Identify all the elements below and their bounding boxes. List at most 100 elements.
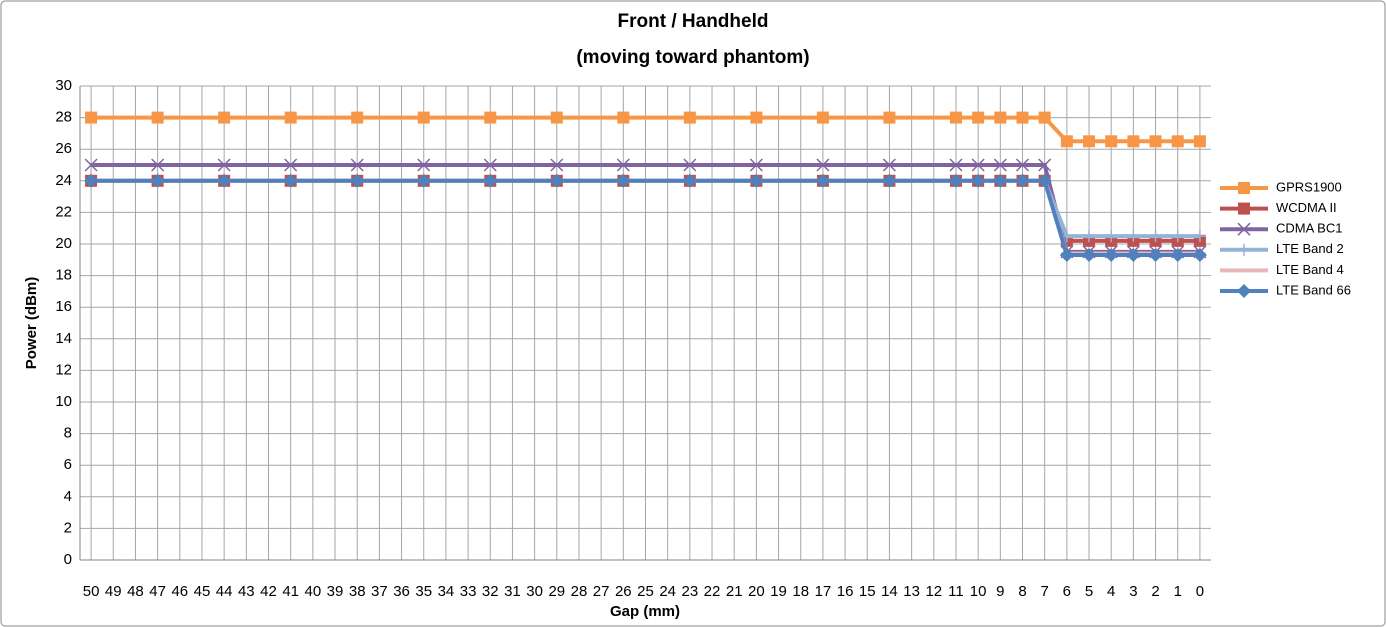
marker — [1015, 173, 1030, 188]
marker — [1170, 248, 1185, 263]
marker — [549, 173, 564, 188]
legend-label: LTE Band 66 — [1276, 282, 1351, 297]
marker — [1082, 248, 1097, 263]
y-tick-label: 8 — [64, 425, 72, 442]
marker — [1060, 135, 1073, 148]
x-tick-label: 31 — [504, 583, 521, 600]
x-tick-label: 38 — [349, 583, 366, 600]
marker — [1127, 135, 1140, 148]
y-tick-label: 24 — [55, 172, 72, 189]
y-tick-label: 18 — [55, 267, 72, 284]
marker — [351, 111, 364, 124]
y-tick-label: 22 — [55, 203, 72, 220]
x-tick-label: 3 — [1129, 583, 1137, 600]
y-tick-label: 6 — [64, 456, 72, 473]
y-tick-label: 10 — [55, 393, 72, 410]
x-tick-label: 0 — [1196, 583, 1204, 600]
x-tick-label: 42 — [260, 583, 277, 600]
x-tick-label: 4 — [1107, 583, 1115, 600]
marker — [1171, 135, 1184, 148]
x-tick-label: 13 — [903, 583, 920, 600]
legend-label: CDMA BC1 — [1276, 221, 1342, 236]
legend-marker — [1238, 202, 1250, 215]
y-tick-label: 20 — [55, 235, 72, 252]
marker — [993, 173, 1008, 188]
marker — [218, 111, 231, 124]
marker — [883, 111, 896, 124]
x-tick-label: 6 — [1063, 583, 1071, 600]
x-tick-label: 1 — [1174, 583, 1182, 600]
x-tick-label: 9 — [996, 583, 1004, 600]
y-tick-label: 16 — [55, 298, 72, 315]
x-tick-label: 28 — [571, 583, 588, 600]
y-axis-title: Power (dBm) — [23, 277, 40, 370]
marker — [1148, 248, 1163, 263]
x-tick-label: 49 — [105, 583, 122, 600]
x-tick-label: 24 — [659, 583, 676, 600]
x-tick-label: 5 — [1085, 583, 1093, 600]
chart-subtitle: (moving toward phantom) — [576, 47, 809, 68]
marker — [1037, 173, 1052, 188]
marker — [416, 173, 431, 188]
marker — [1192, 248, 1207, 263]
x-tick-label: 2 — [1151, 583, 1159, 600]
marker — [1015, 158, 1030, 172]
x-tick-label: 47 — [149, 583, 166, 600]
marker — [483, 158, 497, 172]
x-tick-label: 43 — [238, 583, 255, 600]
marker — [150, 173, 165, 188]
marker — [483, 173, 498, 188]
marker — [350, 173, 365, 188]
marker — [1171, 230, 1184, 243]
marker — [217, 158, 231, 172]
marker — [1149, 230, 1162, 243]
y-tick-label: 26 — [55, 140, 72, 157]
marker — [815, 173, 830, 188]
marker — [151, 111, 164, 124]
legend-marker — [1238, 182, 1250, 194]
marker — [683, 111, 696, 124]
marker — [1149, 135, 1162, 148]
marker — [750, 111, 763, 124]
marker — [217, 173, 232, 188]
x-tick-label: 45 — [194, 583, 211, 600]
x-tick-label: 30 — [526, 583, 543, 600]
x-tick-label: 41 — [282, 583, 299, 600]
x-tick-label: 17 — [815, 583, 832, 600]
x-tick-label: 8 — [1018, 583, 1026, 600]
y-tick-label: 12 — [55, 361, 72, 378]
marker — [1193, 135, 1206, 148]
x-tick-label: 50 — [83, 583, 100, 600]
marker — [1016, 111, 1029, 124]
x-tick-label: 29 — [548, 583, 565, 600]
marker — [994, 111, 1007, 124]
y-tick-label: 4 — [64, 488, 72, 505]
x-tick-label: 44 — [216, 583, 233, 600]
marker — [1104, 248, 1119, 263]
marker — [971, 158, 985, 172]
x-tick-label: 40 — [305, 583, 322, 600]
marker — [84, 173, 99, 188]
marker — [1193, 230, 1206, 243]
x-tick-label: 32 — [482, 583, 499, 600]
x-tick-label: 36 — [393, 583, 410, 600]
x-tick-label: 19 — [770, 583, 787, 600]
marker — [949, 158, 963, 172]
legend-label: WCDMA II — [1276, 200, 1337, 215]
marker — [1059, 248, 1074, 263]
x-axis-title: Gap (mm) — [610, 603, 680, 620]
marker — [1105, 135, 1118, 148]
x-tick-label: 21 — [726, 583, 743, 600]
marker — [1038, 111, 1051, 124]
x-tick-label: 23 — [682, 583, 699, 600]
y-tick-label: 30 — [55, 77, 72, 94]
x-tick-label: 15 — [859, 583, 876, 600]
x-tick-label: 46 — [171, 583, 188, 600]
marker — [283, 173, 298, 188]
x-tick-label: 33 — [460, 583, 477, 600]
marker — [972, 111, 985, 124]
marker — [1126, 248, 1141, 263]
marker — [949, 111, 962, 124]
x-tick-label: 39 — [327, 583, 344, 600]
marker — [882, 158, 896, 172]
